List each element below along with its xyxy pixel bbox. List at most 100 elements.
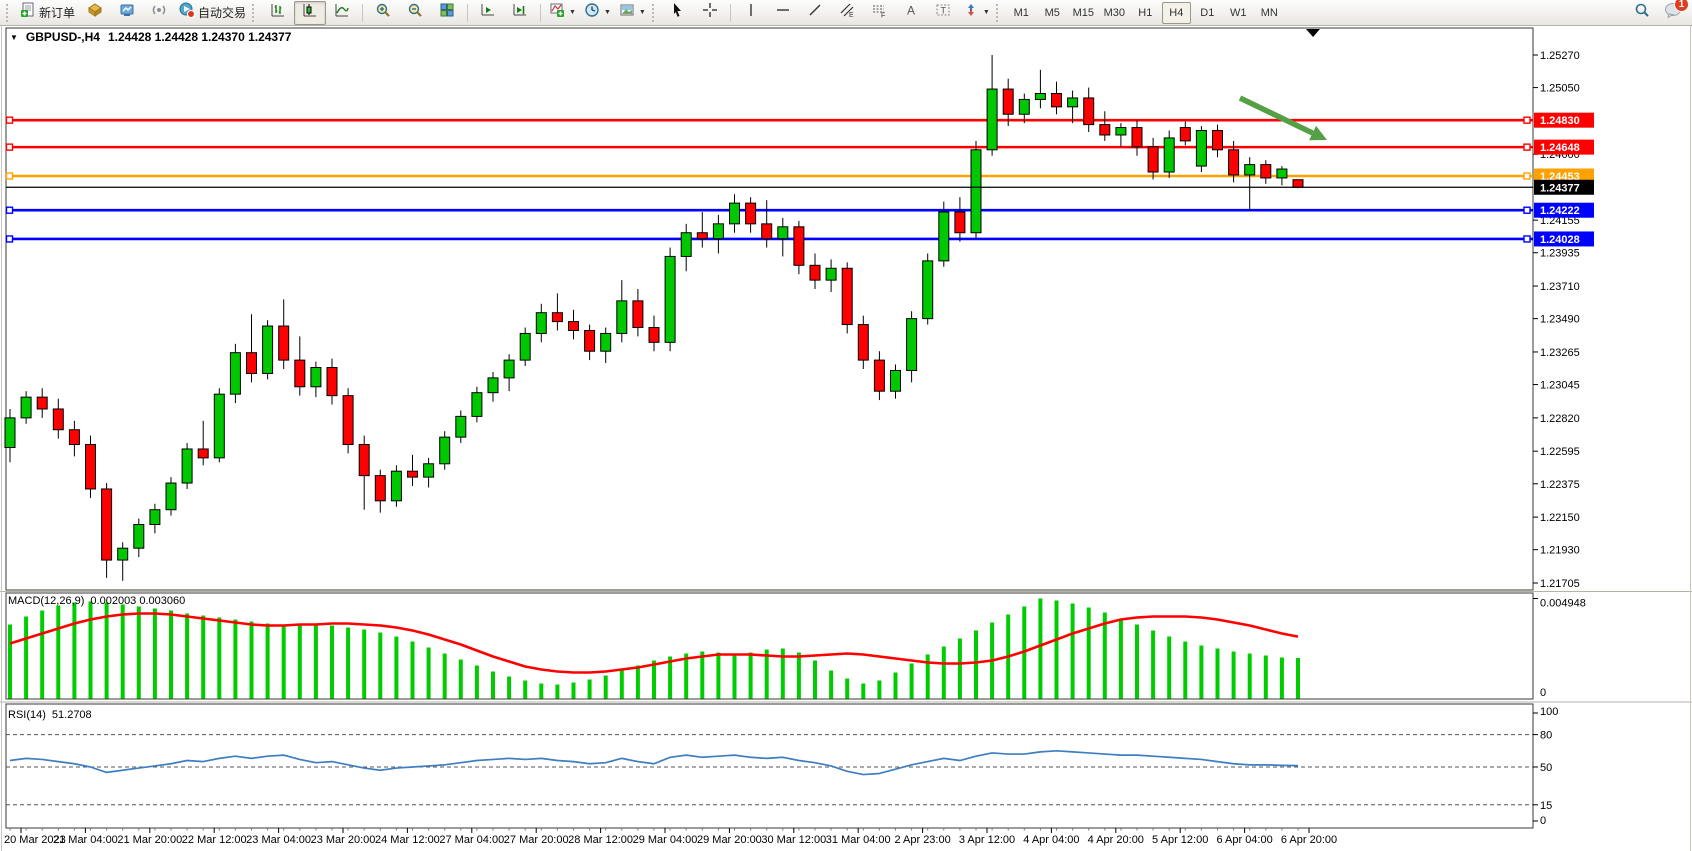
- line-handle[interactable]: [1523, 116, 1531, 124]
- toolbar-grip[interactable]: [651, 3, 658, 22]
- auto-trading-button[interactable]: 自动交易: [175, 1, 250, 25]
- svg-text:1.24377: 1.24377: [1540, 182, 1580, 194]
- main-pane[interactable]: [5, 27, 1534, 591]
- chart-window-icon: [119, 2, 135, 23]
- chart-shift-marker[interactable]: [1306, 29, 1320, 37]
- candle-body: [4, 417, 16, 448]
- candle-body: [439, 436, 451, 465]
- rsi-pane[interactable]: [5, 703, 1534, 829]
- price-tick-label: 1.25050: [1540, 83, 1580, 95]
- candle-body: [809, 264, 821, 281]
- candle-body: [535, 312, 547, 334]
- candle-body: [20, 396, 32, 419]
- search-button[interactable]: [1626, 1, 1658, 25]
- text-label-button[interactable]: T: [927, 1, 959, 25]
- toolbar-grip[interactable]: [252, 3, 258, 22]
- line-chart-button[interactable]: [326, 1, 358, 25]
- timeframe-m1[interactable]: M1: [1013, 6, 1029, 19]
- candle-body: [1002, 88, 1014, 115]
- notifications-button[interactable]: 1: [1664, 0, 1689, 23]
- candle-body: [793, 226, 805, 266]
- candlestick-chart-button[interactable]: [294, 0, 327, 25]
- signals-button[interactable]: [143, 1, 175, 25]
- time-tick-label: 23 Mar 20:00: [311, 834, 376, 846]
- new-order-button[interactable]: 新订单: [16, 1, 79, 25]
- profiles-button[interactable]: [79, 1, 111, 25]
- macd-pane[interactable]: [5, 592, 1534, 700]
- candle-body: [712, 223, 724, 240]
- arrows-button[interactable]: ▼: [959, 1, 994, 25]
- candle-body: [68, 429, 80, 446]
- trend-arrow-annotation[interactable]: [1238, 95, 1314, 136]
- toolbar-separator: [729, 3, 731, 22]
- candle-body: [1147, 146, 1159, 173]
- candle-body: [1179, 127, 1191, 142]
- timeframe-mn[interactable]: MN: [1260, 6, 1278, 19]
- chart-window-button[interactable]: [111, 1, 143, 25]
- zoom-out-button[interactable]: [399, 1, 431, 25]
- timeframe-m15[interactable]: M15: [1072, 6, 1094, 19]
- line-handle[interactable]: [1523, 172, 1531, 180]
- periods-button[interactable]: ▼: [580, 1, 615, 25]
- ohlc-values: 1.24428 1.24428 1.24370 1.24377: [107, 30, 292, 44]
- auto-scroll-button[interactable]: [472, 1, 504, 25]
- timeframe-w1[interactable]: W1: [1230, 6, 1247, 19]
- vertical-line-button[interactable]: [735, 1, 767, 25]
- candle-body: [729, 202, 740, 225]
- line-handle[interactable]: [5, 116, 14, 124]
- candle-body: [487, 377, 499, 394]
- timeframe-h4[interactable]: H4: [1161, 1, 1191, 24]
- toolbar-grip[interactable]: [995, 3, 1002, 22]
- chevron-down-icon: ▼: [982, 9, 990, 16]
- line-handle[interactable]: [5, 172, 14, 180]
- line-handle[interactable]: [5, 206, 14, 214]
- candle-body: [149, 509, 161, 526]
- candle-body: [1131, 127, 1143, 148]
- auto-trading-label: 自动交易: [198, 6, 247, 20]
- crosshair-button[interactable]: [694, 1, 726, 25]
- price-tick-label: 1.22375: [1540, 479, 1580, 491]
- candle-body: [938, 211, 950, 262]
- candle-body: [600, 332, 612, 352]
- trend-arrow-head[interactable]: [1309, 125, 1327, 141]
- price-chart-canvas[interactable]: 1.252701.250501.246001.241551.239351.237…: [0, 26, 1692, 851]
- text-button[interactable]: A: [895, 1, 927, 25]
- timeframe-m30[interactable]: M30: [1103, 6, 1125, 19]
- candle-body: [680, 232, 692, 257]
- svg-text:F: F: [881, 13, 885, 19]
- rsi-indicator: 100 80 50 15 0: [6, 706, 1558, 827]
- toolbar-grip[interactable]: [6, 3, 12, 22]
- timeframe-d1[interactable]: D1: [1200, 6, 1215, 19]
- templates-button[interactable]: ▼: [615, 1, 650, 25]
- equidistant-channel-button[interactable]: E: [831, 1, 863, 25]
- price-label-box: 1.24222: [1534, 202, 1594, 218]
- line-handle[interactable]: [1523, 143, 1531, 151]
- profile-cube-icon: [87, 2, 103, 23]
- new-order-label: 新订单: [39, 6, 76, 20]
- price-tick-label: 1.22150: [1540, 512, 1580, 524]
- line-handle[interactable]: [5, 143, 14, 151]
- timeframe-m5[interactable]: M5: [1044, 6, 1060, 19]
- chevron-down-icon: ▼: [638, 9, 646, 16]
- candle-body: [213, 393, 225, 459]
- candle-body: [906, 318, 918, 371]
- chart-shift-button[interactable]: [504, 1, 536, 25]
- line-handle[interactable]: [1523, 235, 1531, 243]
- candle-body: [374, 475, 386, 502]
- timeframe-h1[interactable]: H1: [1138, 6, 1153, 19]
- zoom-in-button[interactable]: [367, 1, 399, 25]
- auto-trading-icon: [179, 2, 196, 23]
- bar-chart-button[interactable]: [262, 1, 294, 25]
- line-handle[interactable]: [1523, 206, 1531, 214]
- text-icon: A: [903, 2, 919, 23]
- cursor-button[interactable]: [662, 1, 694, 25]
- price-label-box: 1.24377: [1534, 179, 1594, 195]
- horizontal-line-button[interactable]: [767, 1, 799, 25]
- candle-body: [1034, 93, 1046, 100]
- trendline-button[interactable]: [799, 1, 831, 25]
- tile-windows-button[interactable]: [431, 1, 463, 25]
- line-handle[interactable]: [5, 235, 14, 243]
- fibonacci-button[interactable]: F: [863, 1, 895, 25]
- indicators-button[interactable]: ▼: [545, 1, 580, 25]
- chevron-down-icon[interactable]: ▼: [10, 32, 18, 42]
